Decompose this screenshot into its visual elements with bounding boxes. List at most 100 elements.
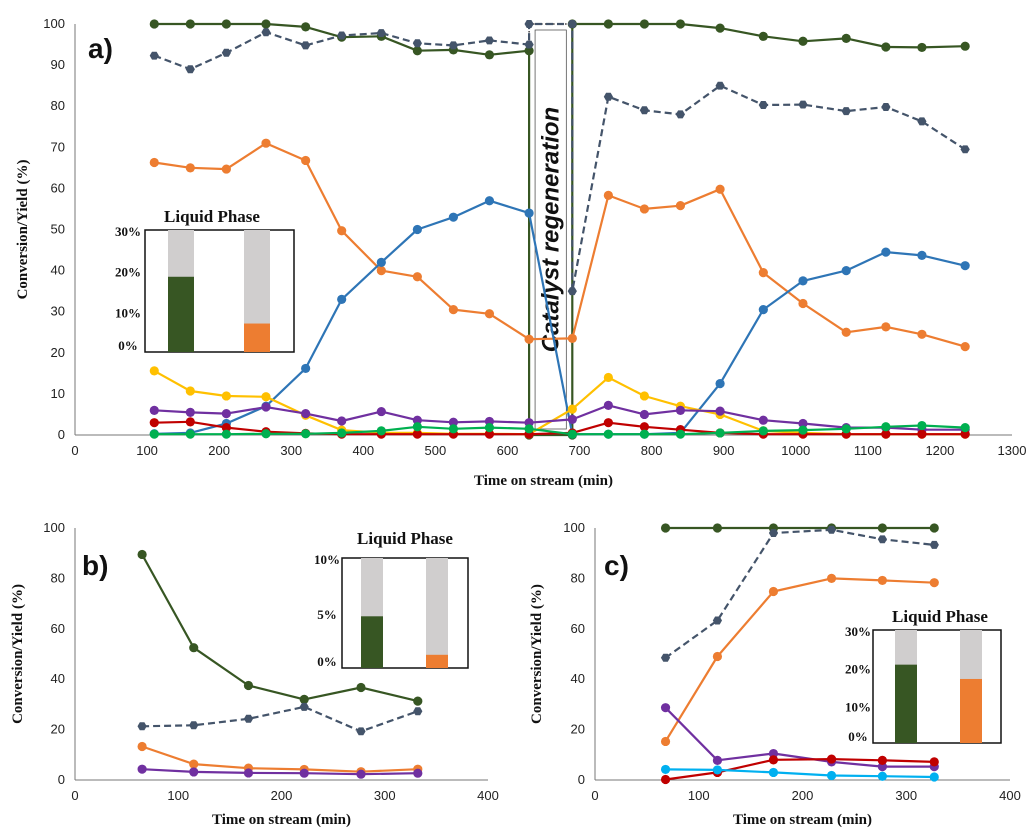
data-point-slate (881, 103, 890, 111)
data-point-dark_green (676, 19, 685, 28)
data-point-green (715, 428, 724, 437)
data-point-orange (337, 226, 346, 235)
data-point-green (150, 430, 159, 439)
data-point-dark_green (930, 523, 939, 532)
y-tick-label: 20 (51, 345, 65, 360)
data-point-blue (377, 258, 386, 267)
inset-tick-label: 30% (845, 624, 871, 639)
data-point-dark_green (715, 24, 724, 33)
data-point-light_blue (713, 765, 722, 774)
data-point-orange (930, 578, 939, 587)
data-point-orange (301, 156, 310, 165)
data-point-dark_red (186, 417, 195, 426)
data-point-dark_green (640, 19, 649, 28)
data-point-green (413, 422, 422, 431)
data-point-slate (842, 107, 851, 115)
data-point-blue (301, 364, 310, 373)
y-tick-label: 30 (51, 304, 65, 319)
x-tick-label: 1300 (998, 443, 1027, 458)
y-axis-title: Conversion/Yield (%) (10, 584, 26, 724)
data-point-blue (715, 379, 724, 388)
data-point-dark_green (413, 697, 422, 706)
data-point-dark_green (917, 43, 926, 52)
data-point-green (261, 429, 270, 438)
inset-tick-label: 0% (118, 338, 138, 353)
x-tick-label: 200 (208, 443, 230, 458)
data-point-yellow (150, 366, 159, 375)
inset-bar-orange (426, 655, 448, 668)
data-point-dark_green (138, 550, 147, 559)
data-point-orange (138, 742, 147, 751)
y-tick-label: 0 (58, 427, 65, 442)
data-point-green (377, 426, 386, 435)
panel-label: c) (604, 550, 629, 581)
data-point-orange (377, 266, 386, 275)
y-tick-label: 70 (51, 139, 65, 154)
data-point-dark_green (222, 19, 231, 28)
y-tick-label: 90 (51, 57, 65, 72)
data-point-light_blue (827, 771, 836, 780)
data-point-slate (300, 703, 309, 711)
data-point-orange (759, 268, 768, 277)
y-tick-label: 60 (571, 621, 585, 636)
y-tick-label: 60 (51, 180, 65, 195)
data-point-dark_red (827, 754, 836, 763)
x-tick-label: 400 (477, 788, 499, 803)
data-point-green (568, 430, 577, 439)
data-point-dark_green (150, 19, 159, 28)
inset-tick-label: 0% (848, 729, 868, 744)
data-point-orange (150, 158, 159, 167)
data-point-blue (961, 261, 970, 270)
y-tick-label: 60 (51, 621, 65, 636)
data-point-green (186, 430, 195, 439)
inset-tick-label: 10% (115, 305, 141, 320)
inset-frame (342, 558, 468, 668)
series-line-orange (142, 747, 418, 772)
y-tick-label: 20 (571, 722, 585, 737)
x-tick-label: 600 (497, 443, 519, 458)
x-tick-label: 300 (374, 788, 396, 803)
data-point-dark_red (604, 418, 613, 427)
data-point-yellow (568, 405, 577, 414)
x-tick-label: 500 (425, 443, 447, 458)
data-point-light_blue (930, 772, 939, 781)
data-point-purple (377, 407, 386, 416)
panel-c-chart: 0 100 200 300 400020406080100Time on stream … (529, 520, 1021, 828)
data-point-orange (715, 185, 724, 194)
inset-tick-label: 5% (317, 607, 337, 622)
x-tick-label: 200 (792, 788, 814, 803)
data-point-green (676, 430, 685, 439)
inset-tick-label: 20% (845, 662, 871, 677)
x-tick-label: 200 (271, 788, 293, 803)
data-point-slate (301, 41, 310, 49)
data-point-blue (337, 295, 346, 304)
inset-bar-orange (244, 324, 270, 352)
data-point-orange (413, 272, 422, 281)
data-point-orange (661, 737, 670, 746)
data-point-purple (661, 703, 670, 712)
data-point-purple (713, 756, 722, 765)
data-point-blue (413, 225, 422, 234)
x-tick-label: 100 (688, 788, 710, 803)
data-point-purple (186, 408, 195, 417)
data-point-orange (640, 204, 649, 213)
x-axis-title: Time on stream (min) (733, 812, 872, 828)
regeneration-label: Catalyst regeneration (538, 107, 565, 352)
data-point-orange (713, 652, 722, 661)
y-tick-label: 50 (51, 222, 65, 237)
inset-frame (145, 230, 294, 352)
data-point-purple (568, 415, 577, 424)
data-point-dark_green (301, 22, 310, 31)
data-point-purple (604, 401, 613, 410)
data-point-orange (917, 330, 926, 339)
data-point-slate (356, 727, 365, 735)
data-point-orange (485, 309, 494, 318)
data-point-dark_green (878, 523, 887, 532)
data-point-purple (413, 769, 422, 778)
data-point-dark_green (244, 681, 253, 690)
data-point-blue (917, 251, 926, 260)
data-point-blue (759, 305, 768, 314)
y-axis-title: Conversion/Yield (%) (15, 160, 31, 300)
data-point-orange (524, 335, 533, 344)
